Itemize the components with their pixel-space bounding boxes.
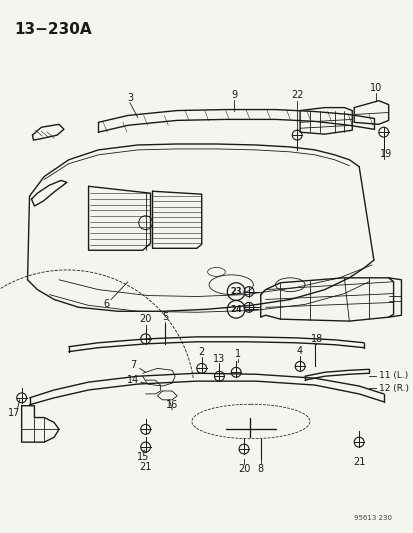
Text: 4: 4 [297, 345, 302, 356]
Text: 21: 21 [352, 457, 364, 467]
Text: 24: 24 [230, 305, 242, 314]
Text: 7: 7 [129, 360, 135, 370]
Text: 9: 9 [230, 90, 237, 100]
Text: 12 (R.): 12 (R.) [378, 384, 408, 392]
Text: 6: 6 [103, 300, 109, 309]
Text: 20: 20 [139, 314, 152, 324]
Text: 20: 20 [237, 464, 249, 474]
Text: 5: 5 [162, 312, 168, 322]
Text: 1: 1 [235, 349, 241, 359]
Text: 10: 10 [369, 83, 381, 93]
Text: 15: 15 [136, 452, 149, 462]
Text: 11 (L.): 11 (L.) [378, 371, 407, 379]
Text: 14: 14 [126, 375, 139, 385]
Text: 2: 2 [198, 346, 204, 357]
Text: 19: 19 [379, 149, 391, 159]
Text: 18: 18 [310, 334, 322, 344]
Text: 17: 17 [7, 408, 20, 418]
Text: 3: 3 [126, 93, 133, 103]
Text: 13−230A: 13−230A [15, 22, 92, 37]
Text: 21: 21 [139, 462, 152, 472]
Text: 13: 13 [213, 353, 225, 364]
Text: 23: 23 [230, 287, 241, 296]
Text: 16: 16 [166, 400, 178, 410]
Text: 22: 22 [290, 90, 303, 100]
Text: 95613 230: 95613 230 [353, 515, 391, 521]
Text: 8: 8 [257, 464, 263, 474]
